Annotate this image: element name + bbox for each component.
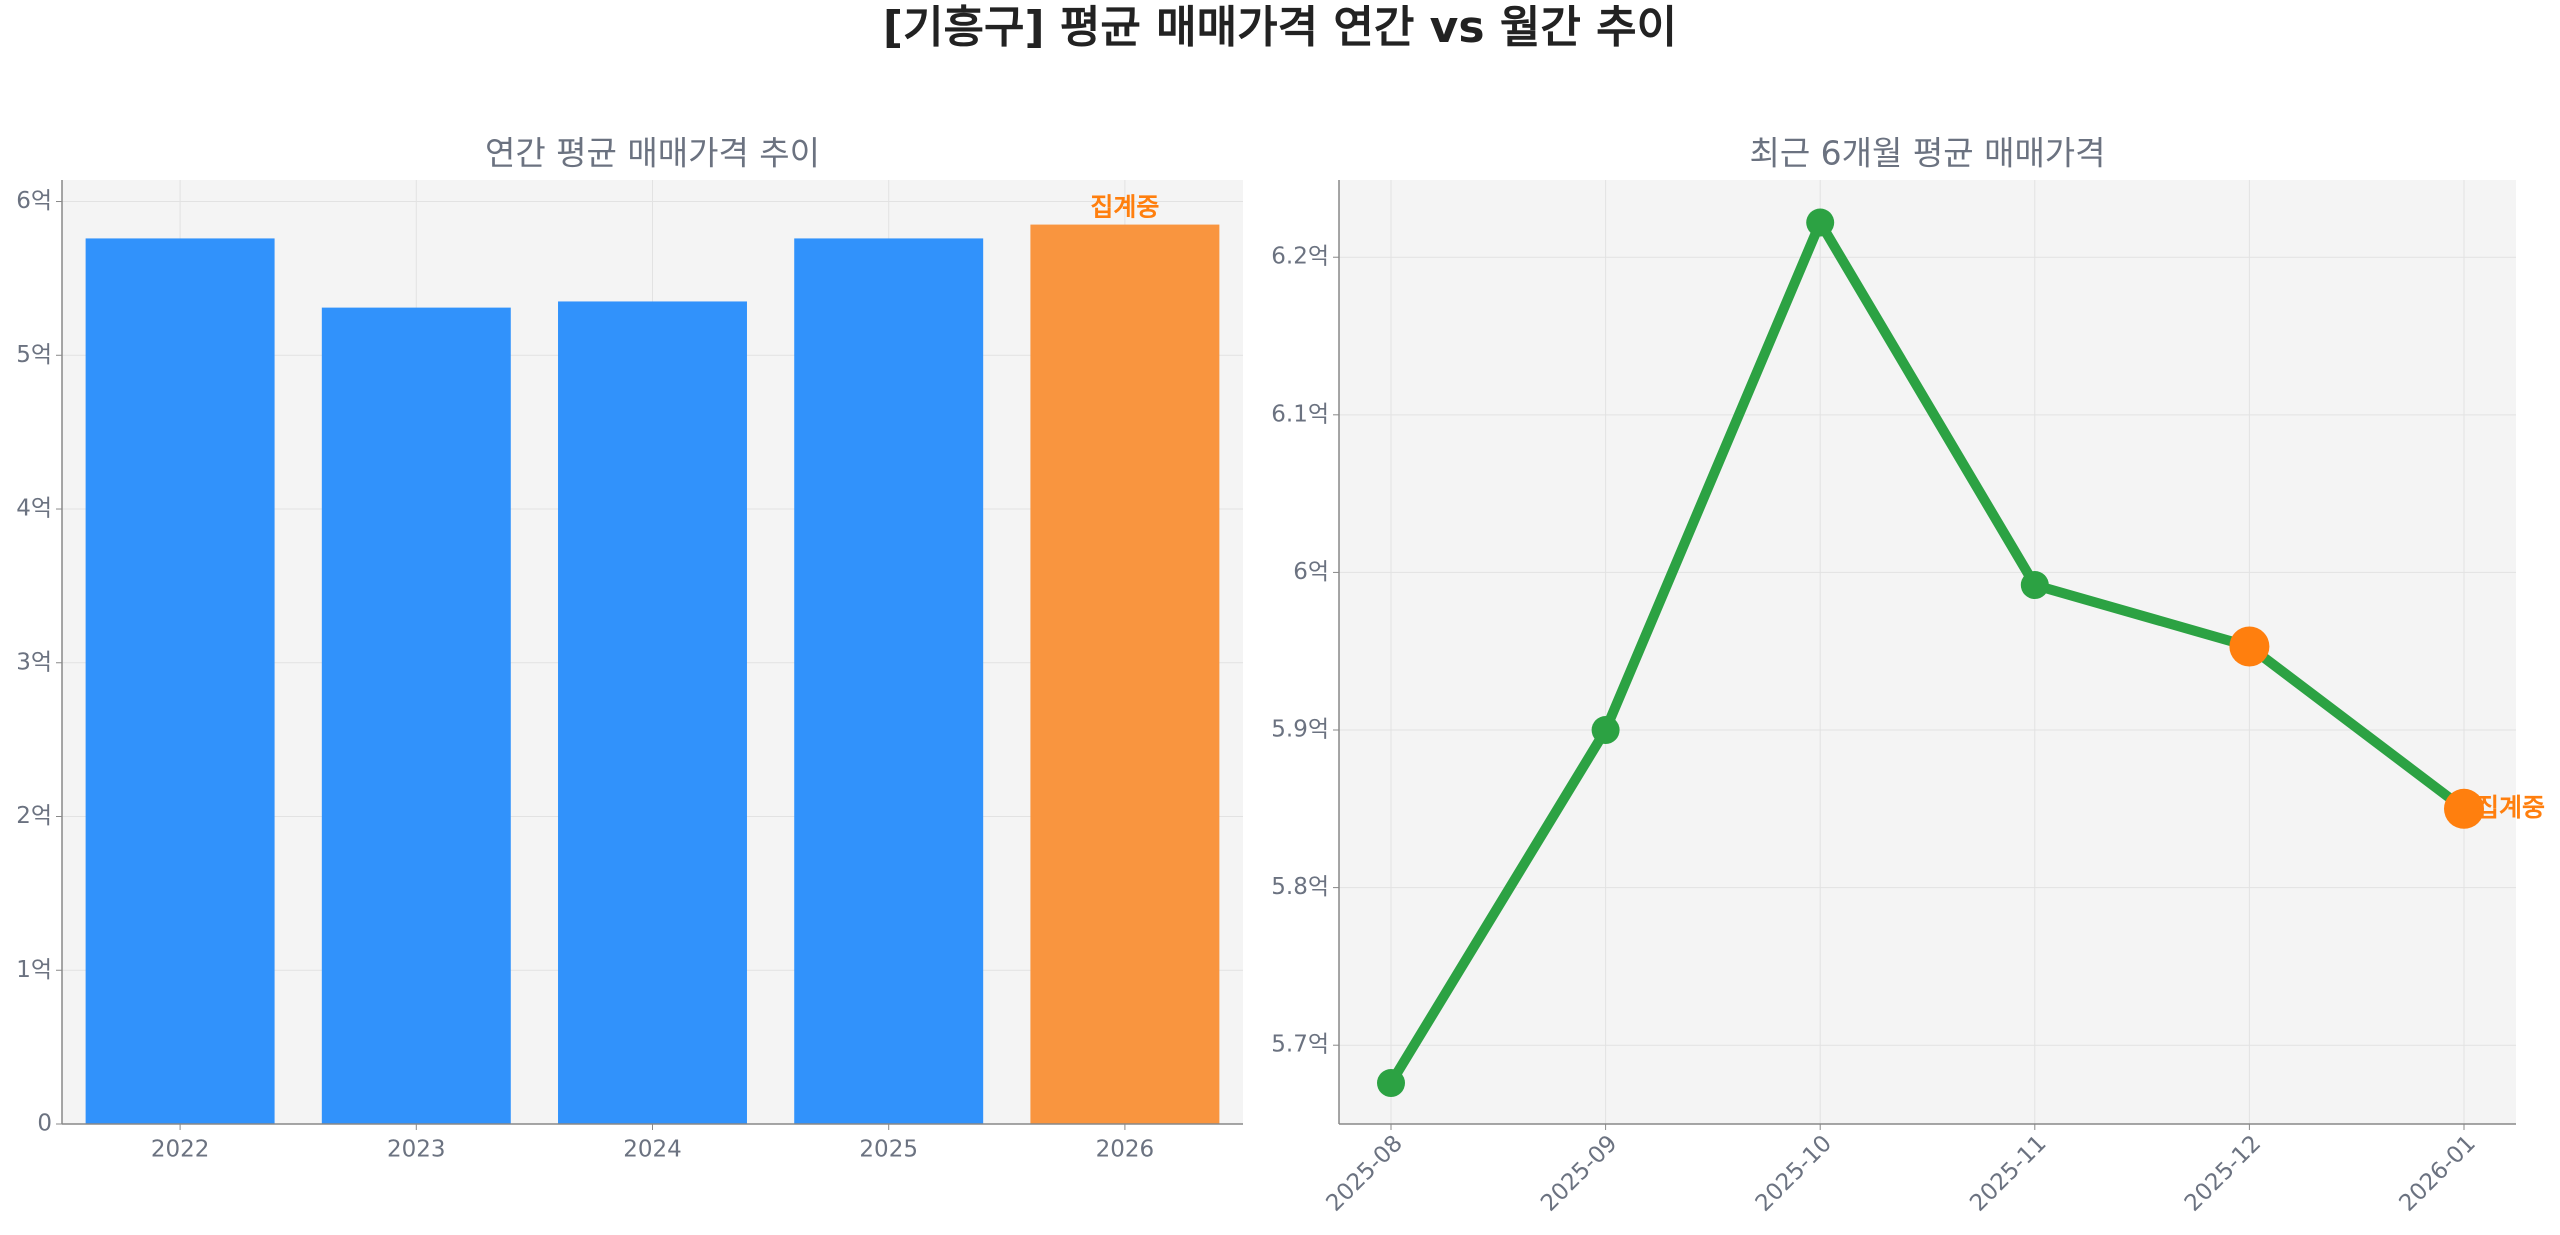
point — [2020, 571, 2049, 600]
bar — [321, 307, 511, 1124]
x-tick-label: 2025-08 — [1321, 1130, 1407, 1216]
point — [2229, 626, 2270, 667]
bar — [1030, 224, 1220, 1125]
x-tick-label: 2025-09 — [1536, 1130, 1622, 1216]
y-tick-label: 0 — [37, 1111, 52, 1137]
bar — [794, 238, 984, 1124]
point — [1377, 1069, 1405, 1098]
point — [2444, 788, 2484, 829]
bar — [558, 301, 747, 1124]
y-tick-label: 2억 — [16, 803, 52, 829]
y-tick-label: 5.8억 — [1271, 874, 1329, 900]
line — [1386, 217, 2468, 1086]
x-tick-label: 2023 — [387, 1137, 446, 1163]
y-tick-label: 6억 — [16, 188, 52, 214]
y-tick-label: 6.2억 — [1271, 244, 1329, 270]
point — [1806, 208, 1835, 237]
bar — [85, 238, 275, 1124]
y-tick-label: 3억 — [16, 649, 52, 675]
annotation: 집계중 — [2476, 793, 2545, 822]
x-tick-label: 2022 — [151, 1137, 210, 1163]
annotation: 집계중 — [1090, 193, 1159, 222]
x-tick-label: 2026-01 — [2394, 1130, 2480, 1216]
point — [1591, 716, 1620, 745]
subplot-title: 최근 6개월 평균 매매가격 — [1749, 134, 2105, 173]
y-tick-label: 6억 — [1293, 559, 1329, 585]
x-tick-label: 2025-12 — [2180, 1130, 2266, 1216]
y-tick-label: 5.7억 — [1271, 1032, 1329, 1058]
y-tick-label: 5억 — [16, 342, 52, 368]
x-tick-label: 2025-10 — [1751, 1130, 1837, 1216]
x-tick-label: 2025 — [859, 1137, 918, 1163]
y-tick-label: 6.1억 — [1271, 401, 1329, 427]
plot-area — [1339, 180, 2516, 1124]
y-tick-label: 4억 — [16, 496, 52, 522]
x-tick-label: 2024 — [623, 1137, 682, 1163]
figure-title: [기흥구] 평균 매매가격 연간 vs 월간 추이 — [883, 2, 1677, 53]
x-tick-label: 2025-11 — [1965, 1130, 2051, 1216]
y-tick-label: 5.9억 — [1271, 717, 1329, 743]
y-tick-label: 1억 — [16, 957, 52, 983]
subplot-title: 연간 평균 매매가격 추이 — [485, 134, 820, 173]
x-tick-label: 2026 — [1096, 1137, 1155, 1163]
